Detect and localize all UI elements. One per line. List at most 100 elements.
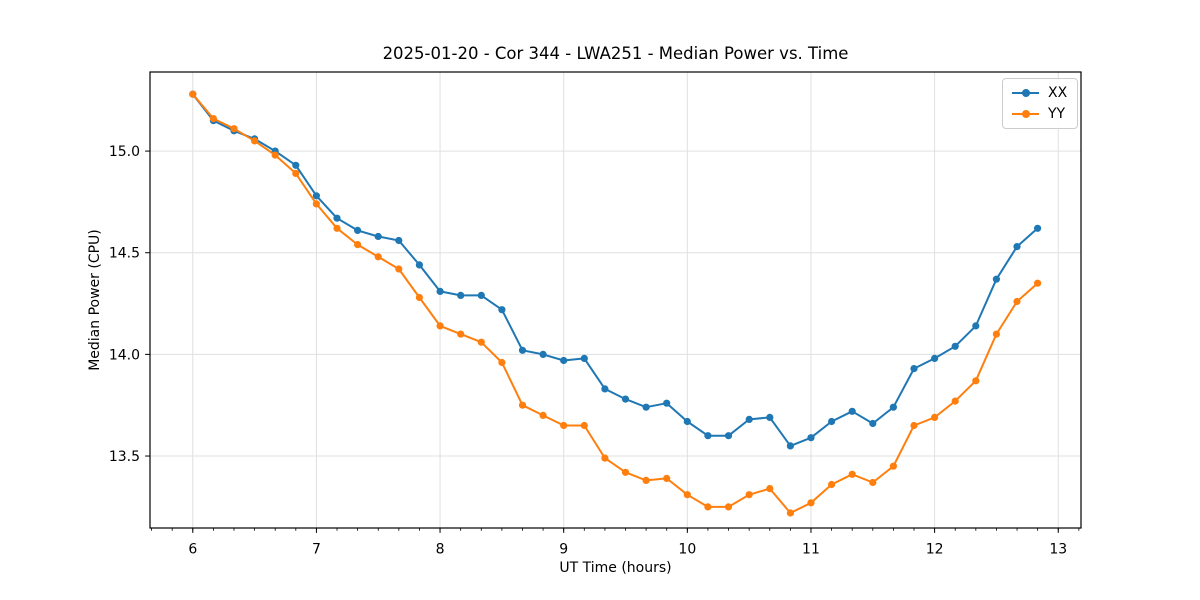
data-point-yy	[251, 137, 259, 145]
data-point-xx	[333, 214, 341, 222]
x-tick-label: 12	[926, 542, 944, 558]
data-point-yy	[209, 115, 217, 123]
data-point-xx	[704, 432, 712, 440]
data-point-xx	[848, 407, 856, 415]
y-tick-label: 14.0	[109, 347, 140, 363]
data-point-yy	[642, 476, 650, 484]
data-point-yy	[931, 413, 939, 421]
data-point-yy	[395, 265, 403, 273]
data-point-yy	[230, 125, 238, 133]
data-point-yy	[972, 377, 980, 385]
data-point-xx	[724, 432, 733, 440]
data-point-xx	[621, 395, 630, 403]
legend: XX YY	[1002, 78, 1079, 129]
data-point-xx	[951, 342, 959, 350]
legend-label: XX	[1048, 85, 1068, 101]
data-point-xx	[642, 403, 650, 411]
data-point-yy	[910, 421, 918, 430]
data-point-yy	[745, 491, 753, 499]
x-tick-label: 9	[559, 542, 568, 558]
data-point-yy	[539, 411, 547, 419]
data-point-xx	[889, 403, 898, 411]
data-point-yy	[848, 470, 856, 478]
data-point-xx	[395, 236, 403, 245]
data-point-yy	[189, 90, 197, 98]
data-point-yy	[1013, 297, 1021, 306]
chart-title: 2025-01-20 - Cor 344 - LWA251 - Median P…	[382, 44, 849, 63]
data-point-yy	[333, 224, 341, 232]
data-point-yy	[601, 454, 609, 462]
legend-entry-yy: YY	[1012, 106, 1067, 122]
data-point-xx	[1013, 243, 1021, 251]
data-point-xx	[786, 442, 795, 450]
data-point-xx	[745, 415, 753, 423]
data-point-yy	[477, 338, 485, 346]
x-tick-label: 10	[678, 542, 696, 558]
y-tick-label: 15.0	[109, 144, 140, 160]
data-point-xx	[457, 291, 465, 299]
data-point-yy	[951, 397, 959, 405]
y-tick-label: 14.5	[109, 246, 140, 262]
data-point-xx	[477, 291, 485, 299]
legend-sample-yy	[1012, 106, 1039, 122]
x-tick-label: 11	[802, 542, 820, 558]
data-point-yy	[374, 253, 382, 261]
data-point-xx	[498, 306, 506, 314]
data-point-xx	[972, 322, 980, 330]
legend-sample-xx	[1012, 85, 1039, 101]
x-tick-label: 13	[1049, 542, 1067, 558]
data-point-yy	[807, 499, 815, 507]
legend-marker-icon	[1022, 89, 1030, 97]
data-point-yy	[457, 330, 465, 338]
data-point-xx	[683, 417, 691, 426]
y-tick-label: 13.5	[109, 449, 140, 465]
legend-label: YY	[1048, 106, 1066, 122]
data-point-yy	[354, 241, 362, 249]
x-tick-label: 6	[188, 542, 197, 558]
data-point-xx	[312, 192, 320, 200]
data-point-xx	[601, 385, 609, 393]
data-point-yy	[786, 509, 795, 517]
data-point-yy	[436, 322, 444, 330]
data-point-xx	[1034, 224, 1042, 232]
data-point-yy	[869, 478, 877, 487]
data-point-yy	[271, 151, 279, 159]
plot-border	[149, 71, 1082, 529]
data-point-yy	[415, 293, 423, 302]
data-point-yy	[889, 462, 898, 470]
data-point-xx	[807, 434, 815, 442]
data-point-yy	[663, 474, 671, 482]
data-point-xx	[766, 413, 774, 421]
series-line-yy	[191, 93, 1039, 514]
data-point-yy	[518, 401, 527, 409]
data-point-yy	[828, 480, 836, 489]
legend-marker-icon	[1022, 110, 1030, 118]
data-point-yy	[724, 503, 733, 511]
series-line-xx	[191, 93, 1039, 447]
x-tick-label: 8	[436, 542, 445, 558]
data-point-xx	[828, 417, 836, 426]
data-point-xx	[560, 356, 568, 365]
x-tick-label: 7	[312, 542, 321, 558]
data-point-xx	[910, 365, 918, 373]
data-point-xx	[374, 232, 382, 241]
data-point-xx	[580, 354, 588, 362]
data-point-xx	[869, 419, 877, 428]
data-point-yy	[683, 491, 691, 499]
data-point-yy	[992, 330, 1001, 338]
data-point-xx	[992, 275, 1001, 283]
data-point-yy	[621, 468, 630, 476]
data-point-yy	[560, 421, 568, 430]
legend-entry-xx: XX	[1012, 85, 1067, 101]
y-axis-label: Median Power (CPU)	[87, 229, 103, 371]
data-point-xx	[436, 287, 444, 295]
data-point-xx	[415, 261, 423, 269]
data-point-yy	[766, 485, 774, 493]
data-point-yy	[1034, 279, 1042, 287]
x-axis-label: UT Time (hours)	[559, 560, 672, 576]
data-point-xx	[931, 354, 939, 362]
data-point-xx	[354, 226, 362, 234]
data-point-yy	[498, 358, 506, 367]
